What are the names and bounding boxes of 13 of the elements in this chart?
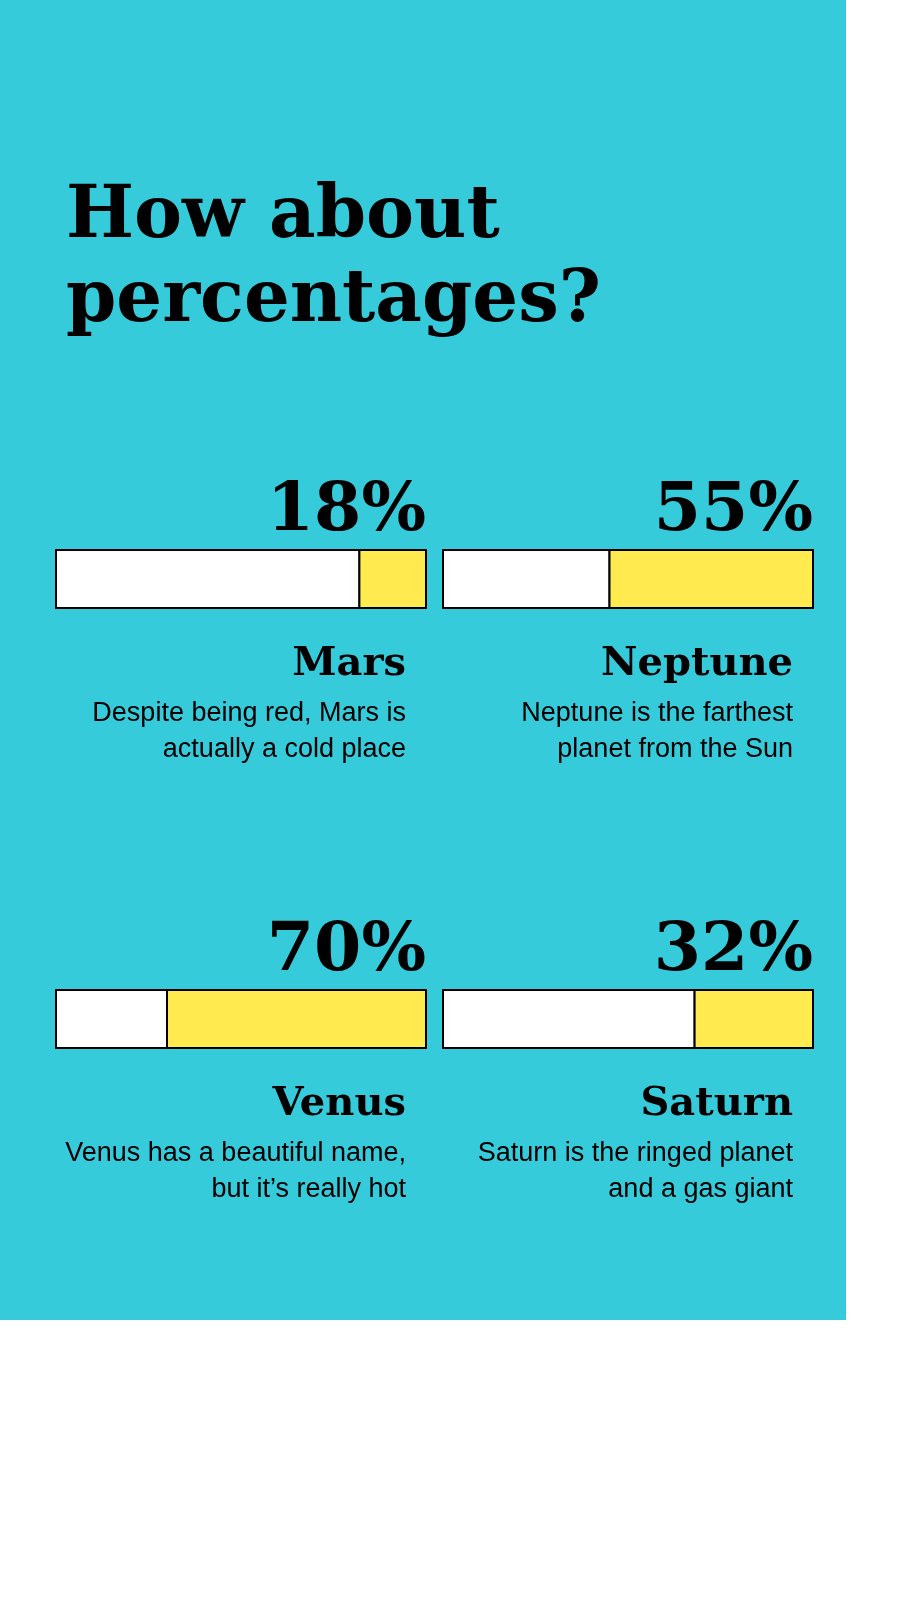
- annotation: Saturn is the ringed planet and a gas giant: [477, 1137, 794, 1203]
- data-label: 70%: [266, 906, 426, 986]
- annotation: Neptune is the farthest planet from the Sun: [521, 697, 794, 763]
- annotation: Venus has a beautiful name, but it’s really hot: [65, 1137, 407, 1203]
- y-tick-label: Neptune: [600, 637, 793, 684]
- y-tick-label: Mars: [292, 637, 406, 684]
- y-tick-label: Saturn: [640, 1077, 793, 1124]
- annotation: Despite being red, Mars is actually a cold place: [92, 697, 406, 763]
- data-label: 32%: [653, 906, 813, 986]
- data-label: 18%: [266, 466, 426, 546]
- text: How about percentages?: [66, 169, 601, 338]
- y-tick-label: Venus: [271, 1077, 406, 1124]
- data-label: 55%: [653, 466, 813, 546]
